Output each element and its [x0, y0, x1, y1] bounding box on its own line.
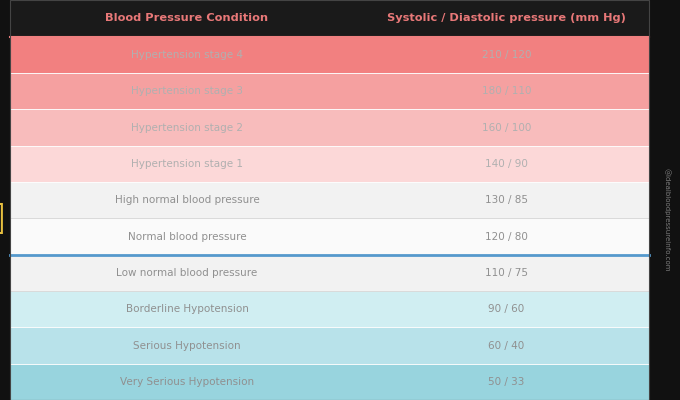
- Bar: [10, 255, 649, 291]
- Text: Hypertension stage 3: Hypertension stage 3: [131, 86, 243, 96]
- Text: 60 / 40: 60 / 40: [488, 340, 525, 350]
- Text: @idealbloodpressureinfo.com: @idealbloodpressureinfo.com: [663, 168, 670, 272]
- Text: 50 / 33: 50 / 33: [488, 377, 525, 387]
- Bar: [10, 182, 649, 218]
- Text: 👍: 👍: [0, 202, 3, 235]
- Text: 140 / 90: 140 / 90: [485, 159, 528, 169]
- Text: 160 / 100: 160 / 100: [482, 122, 531, 132]
- Text: Systolic / Diastolic pressure (mm Hg): Systolic / Diastolic pressure (mm Hg): [387, 14, 626, 24]
- Text: 180 / 110: 180 / 110: [482, 86, 531, 96]
- Bar: [10, 37, 649, 73]
- Text: Serious Hypotension: Serious Hypotension: [133, 340, 241, 350]
- Bar: [10, 364, 649, 400]
- Bar: [10, 0, 649, 37]
- Text: Very Serious Hypotension: Very Serious Hypotension: [120, 377, 254, 387]
- Text: Hypertension stage 2: Hypertension stage 2: [131, 122, 243, 132]
- Bar: [10, 146, 649, 182]
- Text: Normal blood pressure: Normal blood pressure: [128, 232, 246, 242]
- Text: 120 / 80: 120 / 80: [485, 232, 528, 242]
- Text: High normal blood pressure: High normal blood pressure: [115, 195, 259, 205]
- Text: Low normal blood pressure: Low normal blood pressure: [116, 268, 258, 278]
- Text: 210 / 120: 210 / 120: [482, 50, 531, 60]
- Text: Hypertension stage 1: Hypertension stage 1: [131, 159, 243, 169]
- Bar: [10, 291, 649, 327]
- Text: 90 / 60: 90 / 60: [488, 304, 525, 314]
- Bar: [10, 73, 649, 110]
- Text: 110 / 75: 110 / 75: [485, 268, 528, 278]
- Text: Borderline Hypotension: Borderline Hypotension: [126, 304, 248, 314]
- Bar: [10, 110, 649, 146]
- Bar: [10, 327, 649, 364]
- Bar: [10, 218, 649, 255]
- Text: Hypertension stage 4: Hypertension stage 4: [131, 50, 243, 60]
- Text: Blood Pressure Condition: Blood Pressure Condition: [105, 14, 269, 24]
- Text: 130 / 85: 130 / 85: [485, 195, 528, 205]
